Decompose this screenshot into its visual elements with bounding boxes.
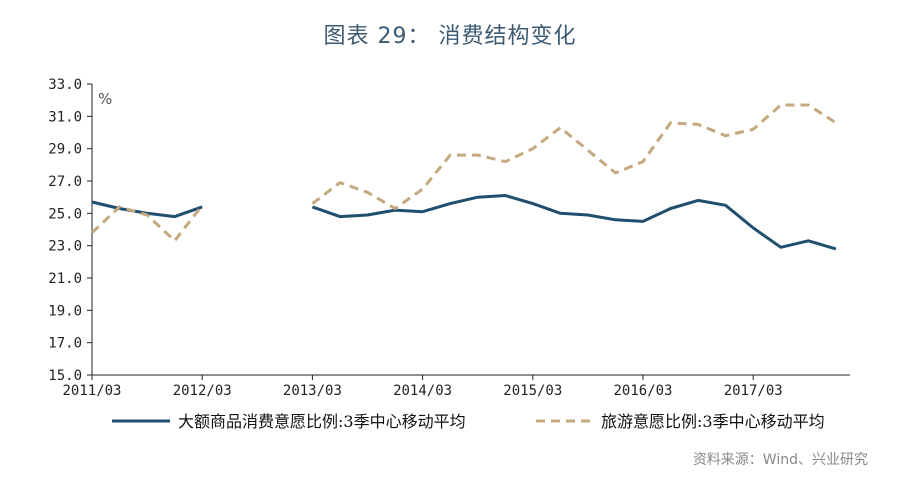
x-tick-label: 2014/03 — [393, 383, 452, 399]
source-note: 资料来源：Wind、兴业研究 — [693, 452, 868, 468]
unit-label: % — [98, 90, 112, 108]
series-line-1-segment-1 — [91, 200, 203, 219]
y-tick-label: 19.0 — [48, 303, 82, 319]
y-tick-label: 25.0 — [48, 206, 82, 222]
legend-label-series-2: 旅游意愿比例:3季中心移动平均 — [601, 412, 825, 431]
series-line-1-segment-2 — [311, 194, 837, 251]
y-tick-label: 31.0 — [48, 109, 82, 125]
legend: 大额商品消费意愿比例:3季中心移动平均 旅游意愿比例:3季中心移动平均 — [112, 412, 825, 431]
chart-title: 图表 29： 消费结构变化 — [323, 24, 577, 49]
y-tick-label: 29.0 — [48, 142, 82, 158]
x-tick-label: 2011/03 — [62, 383, 121, 399]
y-tick-label: 23.0 — [48, 239, 82, 255]
series-line-2-segment-1 — [90, 204, 204, 243]
series-layer — [90, 103, 837, 251]
y-tick-label: 17.0 — [48, 336, 82, 352]
chart-axes: 33.0 31.0 29.0 27.0 25.0 23.0 21.0 19.0 17.0 15.0… — [48, 77, 850, 399]
legend-label-series-1: 大额商品消费意愿比例:3季中心移动平均 — [178, 412, 466, 431]
y-tick-label: 33.0 — [48, 77, 82, 93]
y-tick-label: 27.0 — [48, 174, 82, 190]
x-tick-label: 2016/03 — [613, 383, 672, 399]
series-line-2-segment-2 — [311, 103, 837, 210]
x-tick-label: 2013/03 — [283, 383, 342, 399]
y-tick-label: 21.0 — [48, 271, 82, 287]
y-tick-label: 15.0 — [48, 368, 82, 384]
x-tick-label: 2015/03 — [503, 383, 562, 399]
x-tick-label: 2017/03 — [724, 383, 783, 399]
x-tick-label: 2012/03 — [173, 383, 232, 399]
